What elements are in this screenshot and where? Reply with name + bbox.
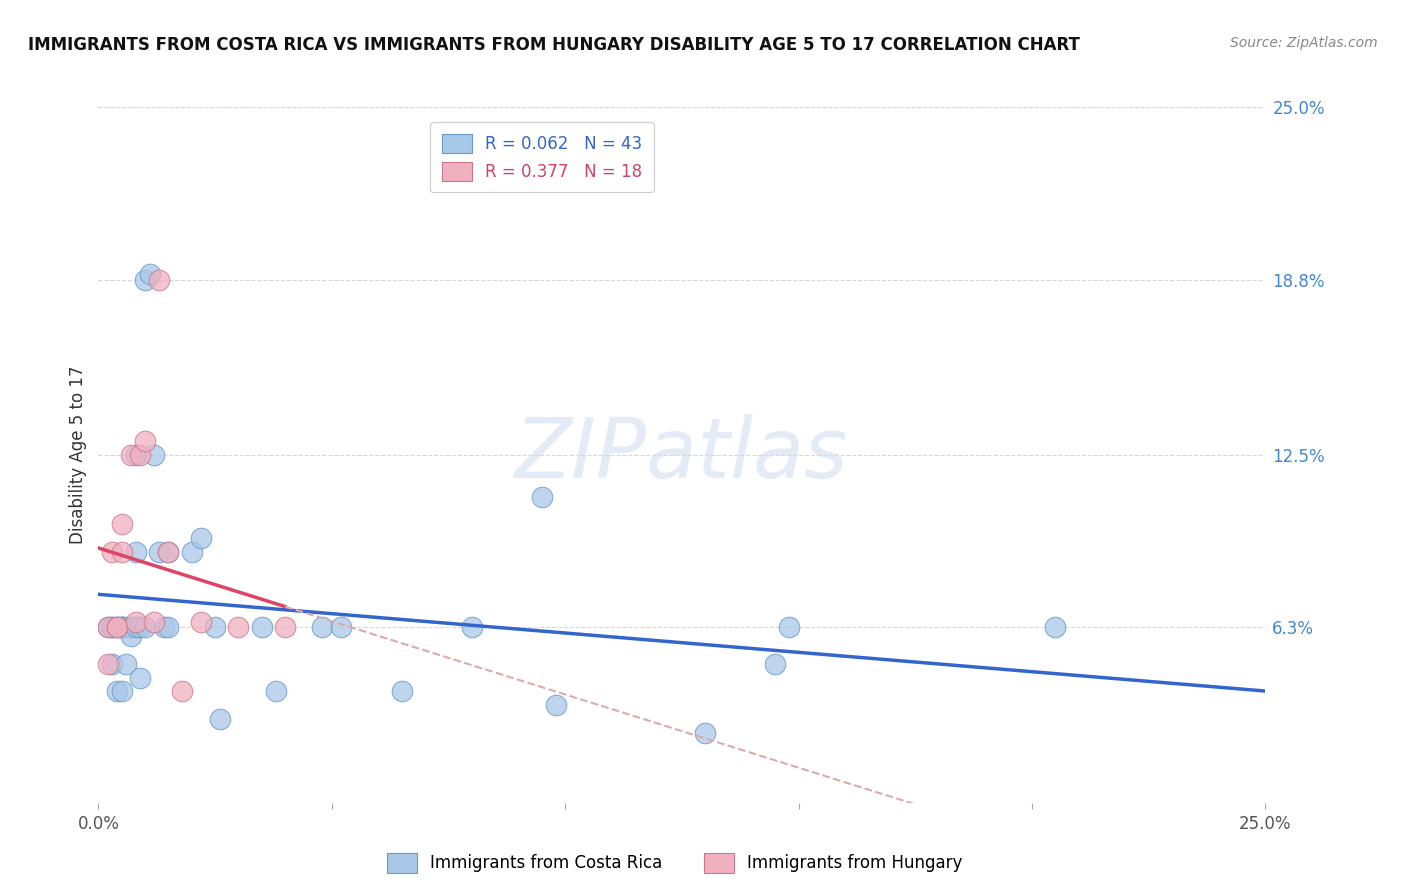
Point xyxy=(330,620,353,634)
Point xyxy=(105,684,128,698)
Point xyxy=(544,698,567,713)
Point xyxy=(97,620,120,634)
Point xyxy=(134,272,156,286)
Point xyxy=(97,620,120,634)
Point xyxy=(111,620,134,634)
Point xyxy=(391,684,413,698)
Point xyxy=(139,267,162,281)
Point xyxy=(101,545,124,559)
Point xyxy=(125,545,148,559)
Point xyxy=(695,726,717,740)
Legend: R = 0.062   N = 43, R = 0.377   N = 18: R = 0.062 N = 43, R = 0.377 N = 18 xyxy=(430,122,654,193)
Point xyxy=(129,448,152,462)
Text: IMMIGRANTS FROM COSTA RICA VS IMMIGRANTS FROM HUNGARY DISABILITY AGE 5 TO 17 COR: IMMIGRANTS FROM COSTA RICA VS IMMIGRANTS… xyxy=(28,36,1080,54)
Point xyxy=(763,657,786,671)
Point xyxy=(101,657,124,671)
Point xyxy=(120,629,142,643)
Point xyxy=(778,620,800,634)
Point xyxy=(105,620,128,634)
Point xyxy=(1045,620,1067,634)
Point xyxy=(111,620,134,634)
Point xyxy=(157,620,180,634)
Point xyxy=(274,620,297,634)
Point xyxy=(120,448,142,462)
Point xyxy=(129,620,152,634)
Point xyxy=(125,448,148,462)
Point xyxy=(111,517,134,532)
Y-axis label: Disability Age 5 to 17: Disability Age 5 to 17 xyxy=(69,366,87,544)
Point xyxy=(148,545,170,559)
Point xyxy=(204,620,226,634)
Point xyxy=(461,620,484,634)
Legend: Immigrants from Costa Rica, Immigrants from Hungary: Immigrants from Costa Rica, Immigrants f… xyxy=(380,847,970,880)
Point xyxy=(97,657,120,671)
Point xyxy=(101,620,124,634)
Text: ZIPatlas: ZIPatlas xyxy=(515,415,849,495)
Point xyxy=(148,272,170,286)
Point xyxy=(157,545,180,559)
Point xyxy=(157,545,180,559)
Point xyxy=(105,620,128,634)
Point xyxy=(208,712,231,726)
Point xyxy=(152,620,174,634)
Point xyxy=(143,448,166,462)
Point xyxy=(129,671,152,685)
Point xyxy=(111,620,134,634)
Point xyxy=(228,620,250,634)
Point xyxy=(111,684,134,698)
Point xyxy=(134,434,156,448)
Point xyxy=(311,620,333,634)
Point xyxy=(115,657,138,671)
Point xyxy=(101,620,124,634)
Point xyxy=(125,620,148,634)
Point xyxy=(111,545,134,559)
Point xyxy=(115,620,138,634)
Point xyxy=(125,615,148,629)
Point xyxy=(134,620,156,634)
Point xyxy=(530,490,553,504)
Point xyxy=(172,684,194,698)
Point xyxy=(180,545,202,559)
Point xyxy=(264,684,287,698)
Point xyxy=(120,620,142,634)
Point xyxy=(143,615,166,629)
Text: Source: ZipAtlas.com: Source: ZipAtlas.com xyxy=(1230,36,1378,50)
Point xyxy=(250,620,273,634)
Point xyxy=(190,615,212,629)
Point xyxy=(105,620,128,634)
Point xyxy=(190,532,212,546)
